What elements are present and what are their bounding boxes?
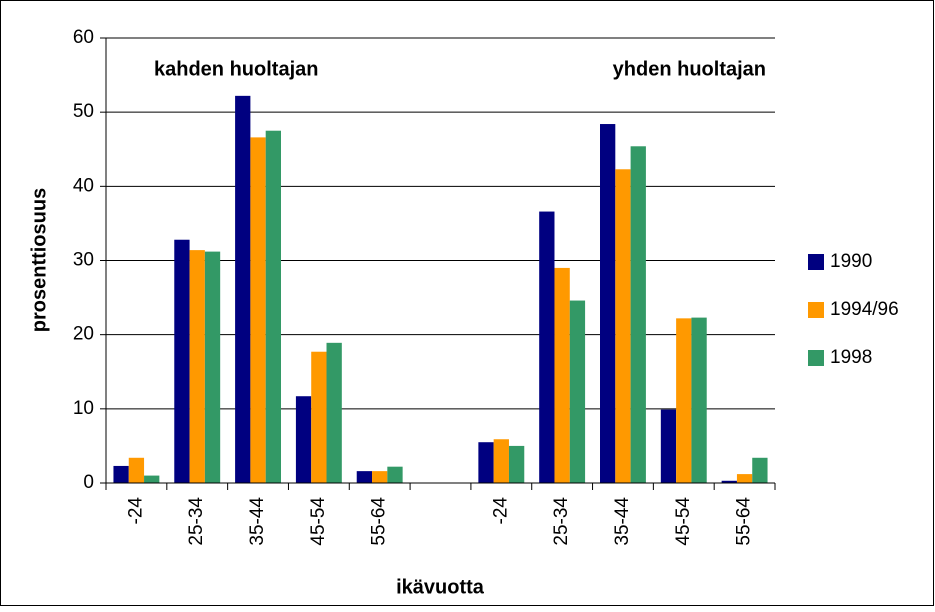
bar <box>630 146 646 484</box>
y-tick-label: 40 <box>73 175 94 196</box>
x-tick-label: 35-44 <box>612 497 633 546</box>
legend-swatch <box>808 350 824 366</box>
legend-label: 1994/96 <box>830 299 899 320</box>
bar <box>204 251 221 483</box>
bar <box>752 457 768 483</box>
bar <box>189 250 205 483</box>
bar <box>721 480 737 483</box>
annotation: kahden huoltajan <box>154 58 318 80</box>
y-tick-label: 30 <box>73 250 94 271</box>
bar <box>128 457 145 483</box>
x-tick-label: 25-34 <box>551 497 572 546</box>
x-tick-label: -24 <box>125 497 146 525</box>
bar <box>326 342 342 483</box>
x-tick-label: 55-64 <box>734 497 755 546</box>
bar <box>660 409 677 483</box>
y-axis-title: prosenttiosuus <box>28 188 50 332</box>
bar <box>493 439 509 483</box>
x-tick-label: 55-64 <box>369 497 390 546</box>
bar <box>144 475 160 483</box>
bar <box>691 317 707 483</box>
bar <box>265 130 281 484</box>
bar <box>250 137 266 483</box>
legend-label: 1998 <box>830 347 872 368</box>
legend-label: 1990 <box>830 251 872 272</box>
bar <box>615 169 631 483</box>
bar <box>372 471 388 483</box>
bar <box>356 471 373 483</box>
bar <box>295 396 312 483</box>
x-axis-title: ikävuotta <box>396 576 485 598</box>
bar <box>235 95 251 483</box>
y-tick-label: 10 <box>73 398 94 419</box>
x-tick-label: 25-34 <box>186 497 207 546</box>
bar <box>676 318 692 483</box>
bar <box>600 124 616 484</box>
y-tick-label: 20 <box>73 324 94 345</box>
y-tick-label: 60 <box>73 27 94 48</box>
annotation: yhden huoltajan <box>613 58 766 80</box>
bar <box>554 267 570 483</box>
bar <box>539 211 555 484</box>
bar <box>311 351 327 483</box>
legend-swatch <box>808 254 824 270</box>
bar <box>736 474 753 483</box>
x-tick-label: -24 <box>490 497 511 525</box>
legend-swatch <box>808 302 824 318</box>
bar <box>387 466 403 483</box>
bar <box>478 442 494 483</box>
bar <box>113 465 129 483</box>
y-tick-label: 0 <box>83 472 94 493</box>
bar <box>569 300 586 483</box>
bar <box>508 445 525 483</box>
x-tick-label: 35-44 <box>247 497 268 546</box>
bar <box>174 239 190 483</box>
x-tick-label: 45-54 <box>673 497 694 546</box>
y-tick-label: 50 <box>73 101 94 122</box>
x-tick-label: 45-54 <box>308 497 329 546</box>
